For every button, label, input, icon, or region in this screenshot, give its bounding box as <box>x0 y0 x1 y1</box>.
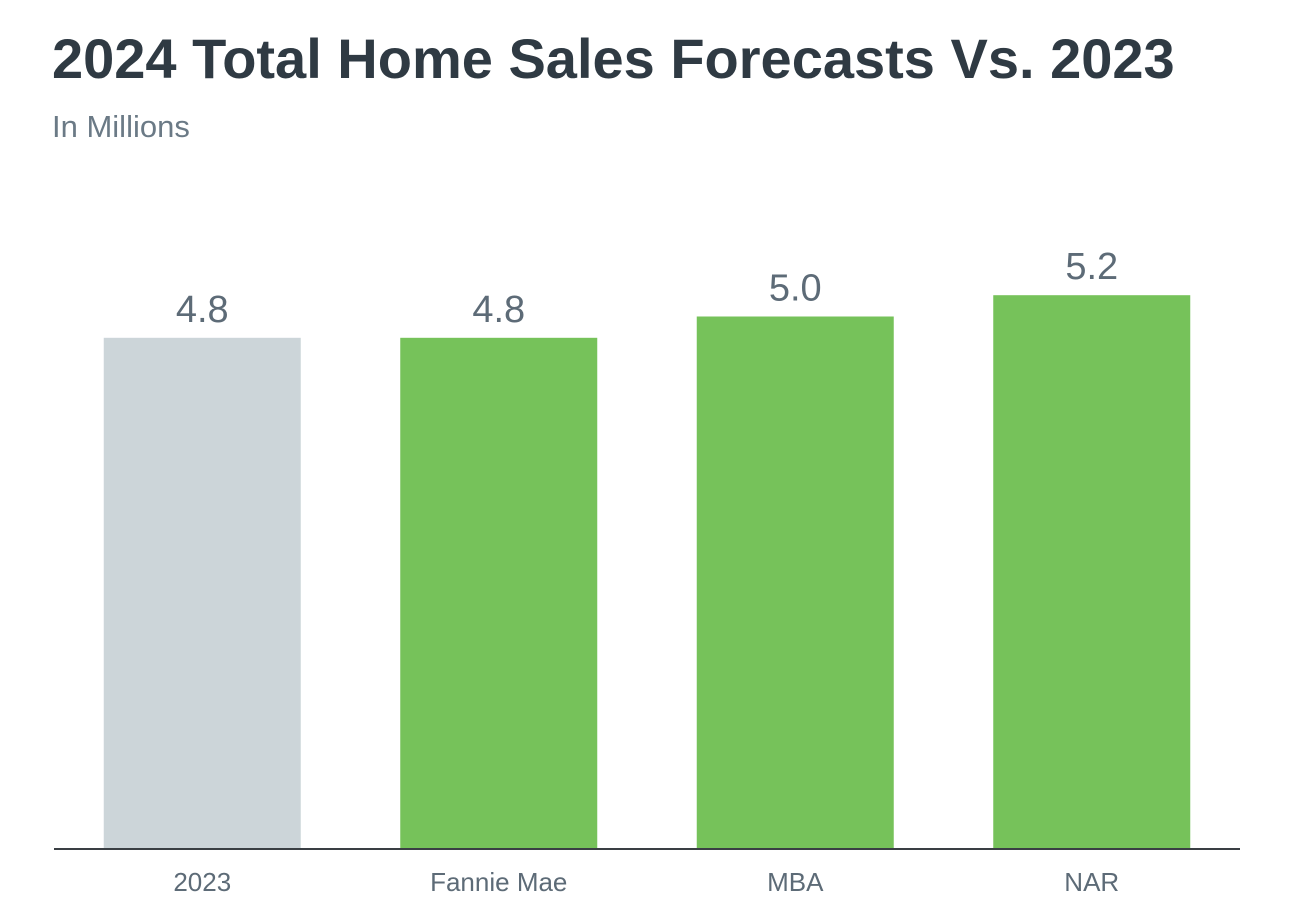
bar-2023 <box>103 337 301 849</box>
value-label-group: 4.8 4.8 5.0 5.2 <box>176 246 1118 331</box>
bar-nar <box>993 295 1191 849</box>
tick-label-2023: 2023 <box>173 867 231 897</box>
value-label-mba: 5.0 <box>769 268 822 310</box>
chart-title: 2024 Total Home Sales Forecasts Vs. 2023 <box>52 27 1175 90</box>
chart-subtitle: In Millions <box>52 109 190 144</box>
tick-label-group: 2023 Fannie Mae MBA NAR <box>173 867 1119 897</box>
value-label-nar: 5.2 <box>1065 246 1118 288</box>
tick-label-fannie-mae: Fannie Mae <box>430 867 567 897</box>
value-label-fannie-mae: 4.8 <box>472 289 525 331</box>
value-label-2023: 4.8 <box>176 289 229 331</box>
bar-fannie-mae <box>400 337 598 849</box>
tick-label-mba: MBA <box>767 867 824 897</box>
bar-mba <box>696 316 894 849</box>
bar-group <box>103 295 1191 849</box>
tick-label-nar: NAR <box>1064 867 1119 897</box>
